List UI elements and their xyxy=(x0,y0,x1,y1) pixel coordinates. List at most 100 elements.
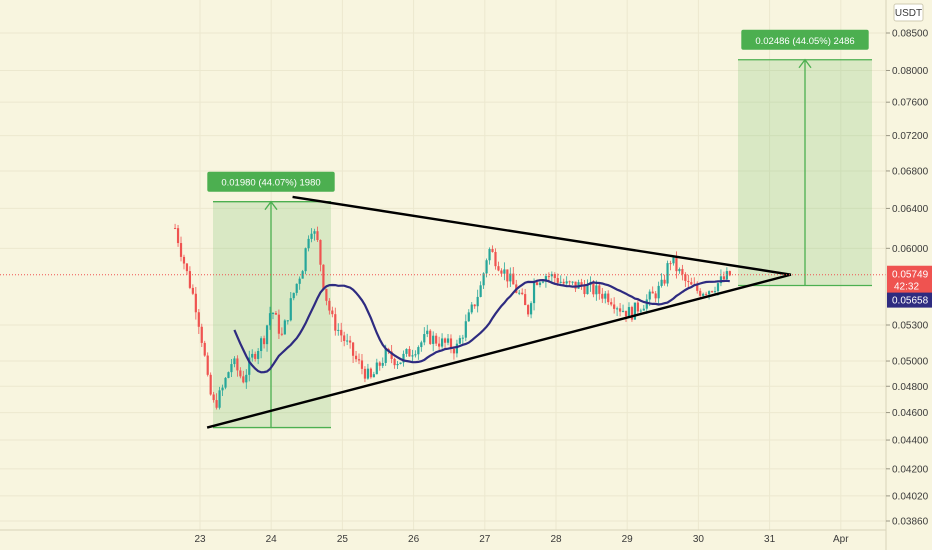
candle-body[interactable] xyxy=(716,283,720,292)
candle-body[interactable] xyxy=(580,282,583,286)
candle-body[interactable] xyxy=(429,330,432,344)
candle-body[interactable] xyxy=(518,292,521,294)
candle-body[interactable] xyxy=(666,263,669,284)
candle-body[interactable] xyxy=(476,296,479,307)
candle-body[interactable] xyxy=(357,359,361,361)
candle-body[interactable] xyxy=(375,362,378,375)
candle-body[interactable] xyxy=(393,358,396,366)
candle-body[interactable] xyxy=(547,276,550,278)
candle-body[interactable] xyxy=(473,304,476,307)
candle-body[interactable] xyxy=(378,362,381,366)
candle-body[interactable] xyxy=(618,308,622,312)
candle-body[interactable] xyxy=(227,372,230,378)
candle-body[interactable] xyxy=(488,249,491,261)
candle-body[interactable] xyxy=(423,334,426,343)
candle-body[interactable] xyxy=(491,249,494,252)
candle-body[interactable] xyxy=(470,304,473,313)
candle-body[interactable] xyxy=(245,374,248,383)
candle-body[interactable] xyxy=(262,338,266,345)
candle-body[interactable] xyxy=(411,355,414,357)
candle-body[interactable] xyxy=(230,364,233,373)
candle-body[interactable] xyxy=(346,340,349,342)
candle-body[interactable] xyxy=(702,293,705,296)
candle-body[interactable] xyxy=(295,283,298,293)
candle-body[interactable] xyxy=(363,368,367,379)
candle-body[interactable] xyxy=(408,348,411,357)
candle-body[interactable] xyxy=(675,257,678,272)
candle-body[interactable] xyxy=(280,333,283,335)
candle-body[interactable] xyxy=(571,281,574,283)
candle-body[interactable] xyxy=(301,271,304,279)
candle-body[interactable] xyxy=(343,335,346,342)
candle-body[interactable] xyxy=(494,251,497,267)
candle-body[interactable] xyxy=(663,279,666,284)
candle-body[interactable] xyxy=(319,239,322,265)
candle-body[interactable] xyxy=(449,338,453,349)
candle-body[interactable] xyxy=(218,390,221,408)
candle-body[interactable] xyxy=(707,291,711,295)
candle-body[interactable] xyxy=(182,256,186,264)
candle-body[interactable] xyxy=(598,285,601,294)
candle-body[interactable] xyxy=(328,300,331,311)
candle-body[interactable] xyxy=(633,302,637,320)
candle-body[interactable] xyxy=(236,358,239,371)
candle-body[interactable] xyxy=(461,337,464,339)
candle-body[interactable] xyxy=(678,268,681,272)
candle-body[interactable] xyxy=(351,342,355,356)
candle-body[interactable] xyxy=(360,360,364,369)
candle-body[interactable] xyxy=(497,266,500,271)
candle-body[interactable] xyxy=(438,343,441,347)
candle-body[interactable] xyxy=(556,278,559,283)
candle-body[interactable] xyxy=(645,299,648,309)
candle-body[interactable] xyxy=(173,228,177,230)
candle-body[interactable] xyxy=(565,281,568,284)
candle-body[interactable] xyxy=(322,264,325,289)
candle-body[interactable] xyxy=(194,293,197,313)
candle-body[interactable] xyxy=(610,302,613,305)
candle-body[interactable] xyxy=(366,368,370,379)
candle-body[interactable] xyxy=(521,292,524,295)
candle-body[interactable] xyxy=(660,279,663,286)
candle-body[interactable] xyxy=(455,343,459,354)
candle-body[interactable] xyxy=(432,335,435,344)
candle-body[interactable] xyxy=(624,310,628,317)
candle-body[interactable] xyxy=(648,291,651,300)
candle-body[interactable] xyxy=(651,291,654,294)
candle-body[interactable] xyxy=(464,321,467,338)
candle-body[interactable] xyxy=(559,281,562,283)
candle-body[interactable] xyxy=(728,271,731,276)
candle-body[interactable] xyxy=(541,281,545,283)
candle-body[interactable] xyxy=(586,285,589,295)
candle-body[interactable] xyxy=(337,329,340,331)
candle-body[interactable] xyxy=(583,285,586,295)
candle-body[interactable] xyxy=(512,273,515,285)
candle-body[interactable] xyxy=(621,310,625,312)
candle-body[interactable] xyxy=(325,288,328,301)
candle-body[interactable] xyxy=(354,355,358,360)
candle-body[interactable] xyxy=(298,278,301,284)
candle-body[interactable] xyxy=(292,292,295,299)
candle-body[interactable] xyxy=(307,238,310,249)
candle-body[interactable] xyxy=(435,335,438,344)
candle-body[interactable] xyxy=(265,325,269,345)
candle-body[interactable] xyxy=(684,274,687,281)
candle-body[interactable] xyxy=(221,387,224,391)
candle-body[interactable] xyxy=(310,233,313,239)
candle-body[interactable] xyxy=(206,355,209,375)
candle-body[interactable] xyxy=(340,329,343,336)
candle-body[interactable] xyxy=(212,394,215,401)
candle-body[interactable] xyxy=(574,281,577,289)
candle-body[interactable] xyxy=(710,291,714,293)
candle-body[interactable] xyxy=(402,353,405,363)
candle-body[interactable] xyxy=(274,312,278,315)
candle-body[interactable] xyxy=(500,270,503,274)
candle-body[interactable] xyxy=(642,308,645,311)
candle-body[interactable] xyxy=(669,263,672,265)
candle-body[interactable] xyxy=(334,314,337,331)
candle-body[interactable] xyxy=(260,338,263,352)
candle-body[interactable] xyxy=(592,282,595,295)
candle-body[interactable] xyxy=(399,362,402,364)
candle-body[interactable] xyxy=(185,263,189,272)
candle-body[interactable] xyxy=(482,273,485,286)
